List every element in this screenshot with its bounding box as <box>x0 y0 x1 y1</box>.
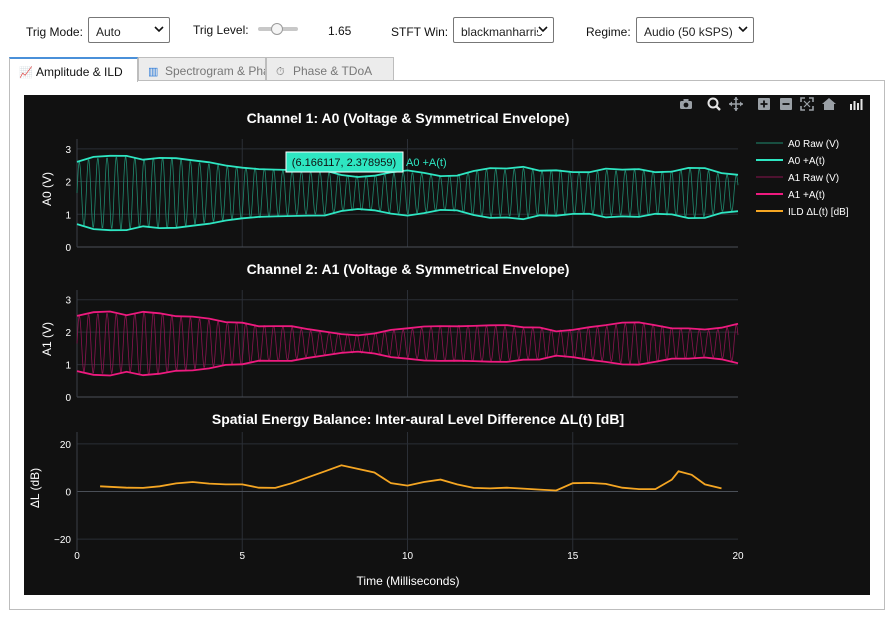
subplot2-title: Channel 2: A1 (Voltage & Symmetrical Env… <box>247 261 570 277</box>
reset-axes-icon[interactable] <box>822 98 836 110</box>
y-tick-label: 3 <box>65 296 71 307</box>
a0-envelope-upper-line[interactable] <box>76 154 739 178</box>
subplot3-x-ticks: 0 5 10 15 20 <box>74 551 744 562</box>
subplot1-grid <box>76 139 738 248</box>
y-tick-label: 2 <box>65 328 71 339</box>
regime-select[interactable]: Audio (50 kSPS) <box>636 17 754 43</box>
legend-item[interactable]: A0 +A(t) <box>756 156 825 167</box>
y-tick-label: 1 <box>65 361 71 372</box>
trig-level-label: Trig Level: <box>193 23 249 37</box>
tab-label: Spectrogram & Pha <box>165 64 266 78</box>
hover-value: (6.166117, 2.378959) <box>292 157 396 169</box>
autoscale-icon[interactable] <box>800 97 814 111</box>
y-tick-label: 20 <box>60 440 72 451</box>
x-tick-label: 10 <box>402 551 414 562</box>
tab-label: Phase & TDoA <box>293 64 373 78</box>
subplot3-grid <box>76 432 738 551</box>
modebar <box>680 97 863 111</box>
subplot3-title: Spatial Energy Balance: Inter-aural Leve… <box>212 411 624 427</box>
zoom-icon[interactable] <box>707 97 721 111</box>
legend-item[interactable]: ILD ΔL(t) [dB] <box>756 207 849 218</box>
trig-mode-value: Auto <box>96 25 121 39</box>
chevron-down-icon <box>538 24 548 34</box>
zoom-out-icon[interactable] <box>780 98 792 110</box>
x-tick-label: 5 <box>239 551 245 562</box>
subplot2-y-ticks: 0 1 2 3 <box>65 296 71 404</box>
stft-win-label: STFT Win: <box>391 25 449 39</box>
hover-series: A0 +A(t) <box>406 157 447 169</box>
legend-label: ILD ΔL(t) [dB] <box>788 207 849 218</box>
x-tick-label: 20 <box>732 551 744 562</box>
tab-spectrogram[interactable]: ▥ Spectrogram & Pha <box>138 57 266 81</box>
subplot1-traces[interactable] <box>76 154 739 232</box>
stft-win-value: blackmanharris <box>461 25 543 39</box>
chevron-down-icon <box>738 26 748 33</box>
legend-label: A0 Raw (V) <box>788 139 839 150</box>
a1-envelope-lower-line[interactable] <box>76 350 739 377</box>
regime-value: Audio (50 kSPS) <box>644 25 733 39</box>
legend-label: A0 +A(t) <box>788 156 825 167</box>
y-tick-label: 2 <box>65 178 71 189</box>
regime-label: Regime: <box>586 25 631 39</box>
pan-icon[interactable] <box>729 97 743 111</box>
clock-icon: ⏱ <box>276 66 285 78</box>
stft-win-select[interactable]: blackmanharris <box>453 17 554 43</box>
y-tick-label: 0 <box>65 488 71 499</box>
a0-raw-line[interactable] <box>76 156 739 230</box>
subplot3-y-label: ΔL (dB) <box>28 468 42 508</box>
subplot2-y-label: A1 (V) <box>40 322 54 356</box>
y-tick-label: 1 <box>65 210 71 221</box>
chart-svg[interactable]: Channel 1: A0 (Voltage & Symmetrical Env… <box>24 95 870 595</box>
x-tick-label: 0 <box>74 551 80 562</box>
trig-mode-select[interactable]: Auto <box>88 17 170 43</box>
subplot1-title: Channel 1: A0 (Voltage & Symmetrical Env… <box>247 110 570 126</box>
subplot1-y-ticks: 0 1 2 3 <box>65 145 71 254</box>
subplot3-y-ticks: −20 0 20 <box>54 440 71 546</box>
a0-envelope-lower-line[interactable] <box>76 208 739 232</box>
hover-tooltip: (6.166117, 2.378959) A0 +A(t) <box>285 151 447 173</box>
subplot1-y-label: A0 (V) <box>40 172 54 206</box>
tab-amplitude-ild[interactable]: 📈 Amplitude & ILD <box>9 57 138 82</box>
legend-label: A1 +A(t) <box>788 190 825 201</box>
a1-envelope-upper-line[interactable] <box>76 310 739 337</box>
zoom-in-icon[interactable] <box>758 98 770 110</box>
ild-line[interactable] <box>100 464 722 492</box>
y-tick-label: −20 <box>54 535 71 546</box>
subplot3-traces[interactable] <box>100 464 722 492</box>
x-axis-label: Time (Milliseconds) <box>357 574 460 588</box>
legend-item[interactable]: A0 Raw (V) <box>756 139 839 150</box>
tab-phase-tdoa[interactable]: ⏱ Phase & TDoA <box>266 57 394 81</box>
trig-mode-label: Trig Mode: <box>26 25 83 39</box>
x-tick-label: 15 <box>567 551 579 562</box>
plot-area[interactable]: Channel 1: A0 (Voltage & Symmetrical Env… <box>24 95 870 595</box>
chart-line-icon: 📈 <box>19 67 33 79</box>
y-tick-label: 3 <box>65 145 71 156</box>
y-tick-label: 0 <box>65 243 71 254</box>
y-tick-label: 0 <box>65 393 71 404</box>
plotly-logo-icon[interactable] <box>850 99 863 110</box>
trig-level-value: 1.65 <box>328 24 352 38</box>
bar-chart-icon: ▥ <box>148 66 159 78</box>
legend[interactable]: A0 Raw (V) A0 +A(t) A1 Raw (V) A1 +A(t) ILD … <box>756 139 849 218</box>
legend-item[interactable]: A1 +A(t) <box>756 190 825 201</box>
chevron-down-icon <box>154 26 164 33</box>
subplot2-grid <box>76 290 738 398</box>
legend-label: A1 Raw (V) <box>788 173 839 184</box>
subplot2-traces[interactable] <box>76 310 739 377</box>
tab-label: Amplitude & ILD <box>36 65 123 79</box>
camera-icon[interactable] <box>680 99 692 109</box>
trig-level-slider-thumb[interactable] <box>271 23 283 35</box>
legend-item[interactable]: A1 Raw (V) <box>756 173 839 184</box>
a1-raw-line[interactable] <box>76 311 739 376</box>
